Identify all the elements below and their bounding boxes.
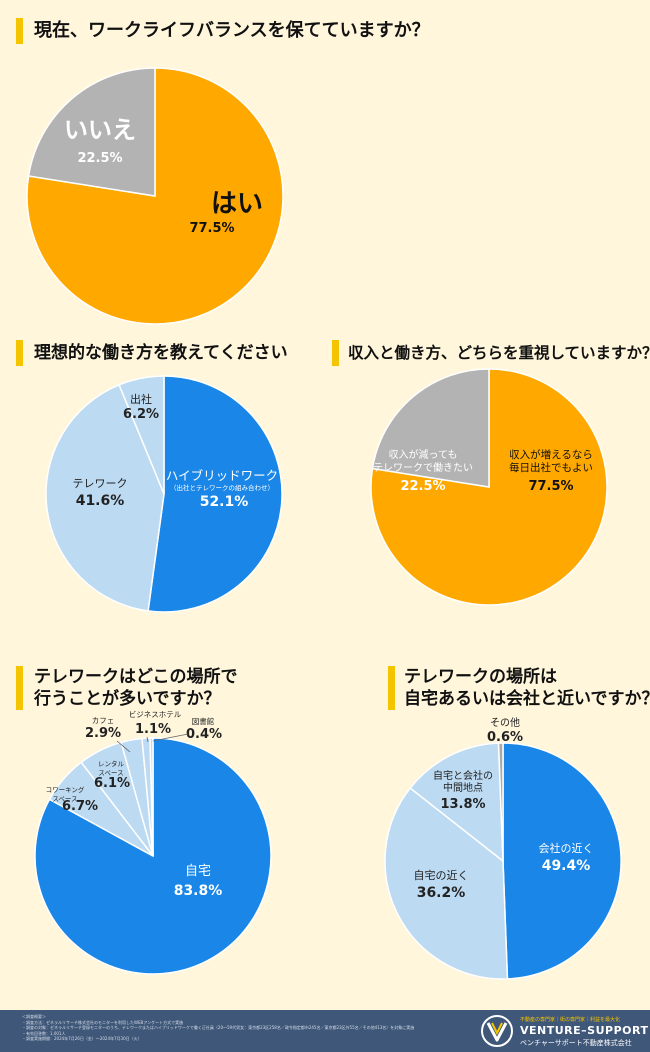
data-label: 2.9% xyxy=(85,726,121,741)
chart-title: 理想的な働き方を教えてください xyxy=(34,343,288,363)
pie-slice xyxy=(45,383,165,612)
title-accent-bar xyxy=(388,666,395,710)
data-label: 0.6% xyxy=(487,730,523,745)
slice-label: その他 xyxy=(490,716,520,729)
survey-note-line: ・調査実施期間：2024年7月26日（金）～2024年7月30日（火） xyxy=(22,1036,142,1042)
data-label: 6.2% xyxy=(123,407,159,422)
pie-slice xyxy=(370,368,608,606)
survey-note-line: ・調査方法：ゼネラルリサーチ株式会社のモニターを利用したWEBアンケート方式で実… xyxy=(22,1019,184,1025)
slice-label: 毎日出社でもよい xyxy=(509,461,593,474)
data-label: 1.1% xyxy=(135,722,171,737)
leader-line xyxy=(152,733,189,742)
leader-line xyxy=(116,740,131,753)
pie-slice xyxy=(118,375,165,495)
leader-line xyxy=(146,736,149,743)
title-accent-bar xyxy=(16,340,23,366)
chart-title-line-1: テレワークはどこの場所で xyxy=(34,667,238,687)
slice-label: 自宅の近く xyxy=(414,868,469,882)
slice-label: ハイブリッドワーク xyxy=(166,468,278,483)
chart-title: 現在、ワークライフバランスを保てていますか？ xyxy=(34,20,430,41)
pie-slice xyxy=(384,787,509,980)
logo-tagline: 不動産の専門家｜街の専門家｜利益を最大化 xyxy=(520,1017,621,1023)
title-accent-bar xyxy=(16,18,23,44)
data-label: 77.5% xyxy=(189,221,234,236)
slice-label: 図書館 xyxy=(192,716,215,726)
slice-label: テレワーク xyxy=(73,477,128,490)
pie-slice xyxy=(497,742,504,862)
chart-title-line-2: 自宅あるいは会社と近いですか？ xyxy=(404,689,650,709)
slice-label: はい xyxy=(211,189,263,219)
title-accent-bar xyxy=(332,340,339,366)
venture-support-logo-icon xyxy=(481,1015,513,1047)
slice-label: いいえ xyxy=(64,116,136,144)
data-label: 22.5% xyxy=(77,151,122,166)
survey-note-line: ・有効回答数：1,001人 xyxy=(22,1030,66,1036)
data-label: 13.8% xyxy=(440,797,485,812)
pie-slice xyxy=(149,737,154,857)
data-label: 22.5% xyxy=(400,479,445,494)
slice-label: ビジネスホテル xyxy=(129,710,182,719)
slice-label: 会社の近く xyxy=(539,841,594,855)
slice-label: テレワークで働きたい xyxy=(373,461,473,474)
slice-label: カフェ xyxy=(92,716,115,725)
data-label: 6.7% xyxy=(62,799,98,814)
slice-label: コワーキング xyxy=(46,785,85,794)
survey-notes: ＜調査概要＞ ・調査方法：ゼネラルリサーチ株式会社のモニターを利用したWEBアン… xyxy=(22,1014,452,1042)
slice-label: 中間地点 xyxy=(443,781,483,794)
survey-note-line: ＜調査概要＞ xyxy=(22,1014,46,1019)
chart-title-line-1: テレワークの場所は xyxy=(404,667,557,687)
slice-label: 自宅 xyxy=(185,864,211,879)
data-label: 0.4% xyxy=(186,727,222,742)
chart-title: 収入と働き方、どちらを重視していますか？ xyxy=(348,344,650,362)
slice-label: スペース xyxy=(98,769,123,777)
slice-label: 収入が増えるなら xyxy=(509,448,593,461)
data-label: 36.2% xyxy=(417,885,466,901)
slice-label: 自宅と会社の xyxy=(433,769,493,782)
pie-charts-canvas: はい 77.5% いいえ 22.5% ハイブリッドワーク（出社とテレワークの組み合わせ）… xyxy=(26,67,622,980)
data-label: 6.1% xyxy=(94,776,130,791)
data-label: 41.6% xyxy=(76,493,125,509)
title-accent-bar xyxy=(16,666,23,710)
footer: ＜調査概要＞ ・調査方法：ゼネラルリサーチ株式会社のモニターを利用したWEBアン… xyxy=(0,1010,650,1052)
logo-name: VENTURE–SUPPORT xyxy=(520,1024,649,1037)
pie-slice xyxy=(502,742,622,980)
chart-title-line-2: 行うことが多いですか？ xyxy=(34,689,221,709)
data-label: 77.5% xyxy=(528,479,573,494)
data-label: 52.1% xyxy=(200,494,249,510)
slice-note: （出社とテレワークの組み合わせ） xyxy=(170,483,274,492)
pie-slice xyxy=(26,67,284,325)
pie-slice xyxy=(147,375,283,613)
pie-slice xyxy=(27,67,156,197)
survey-note-line: ・調査の対象：ゼネラルリサーチ登録モニターのうち、テレワークまたはハイブリッドワ… xyxy=(22,1025,415,1031)
slice-label: レンタル xyxy=(98,759,125,768)
data-label: 83.8% xyxy=(174,883,223,899)
slice-label: 出社 xyxy=(130,392,152,406)
slice-label: 収入が減っても xyxy=(389,448,458,461)
pie-slice xyxy=(371,368,490,488)
data-label: 49.4% xyxy=(542,858,591,874)
logo-company: ベンチャーサポート不動産株式会社 xyxy=(520,1039,632,1047)
pie-slice xyxy=(409,742,504,863)
slice-label: スペース xyxy=(52,795,77,803)
